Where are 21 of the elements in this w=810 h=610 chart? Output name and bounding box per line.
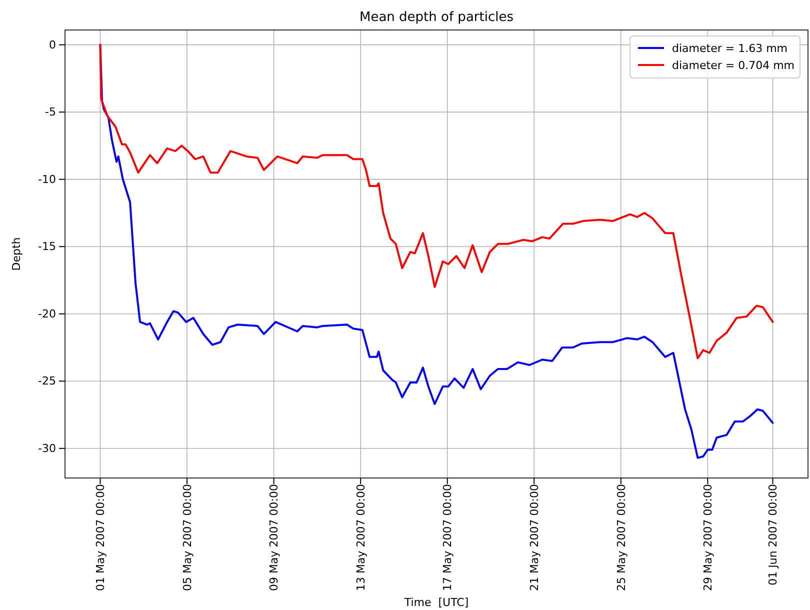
x-tick-label: 01 May 2007 00:00 — [94, 484, 108, 591]
x-tick-label: 05 May 2007 00:00 — [180, 484, 194, 591]
y-tick-label: -5 — [45, 106, 56, 119]
chart-title: Mean depth of particles — [360, 10, 514, 25]
legend-label: diameter = 1.63 mm — [672, 42, 788, 55]
y-tick-label: -15 — [38, 240, 56, 254]
x-tick-label: 13 May 2007 00:00 — [354, 484, 368, 591]
x-tick-label: 21 May 2007 00:00 — [528, 484, 541, 591]
x-tick-label: 29 May 2007 00:00 — [702, 484, 715, 591]
y-tick-label: -20 — [38, 307, 56, 320]
x-tick-label: 25 May 2007 00:00 — [614, 484, 628, 591]
x-axis-title: Time [UTC] — [403, 596, 469, 609]
legend-label: diameter = 0.704 mm — [672, 58, 794, 72]
x-tick-label: 09 May 2007 00:00 — [268, 484, 281, 591]
x-tick-label: 17 May 2007 00:00 — [441, 484, 454, 591]
y-tick-label: 0 — [49, 38, 56, 52]
y-axis-title: Depth — [10, 237, 23, 271]
x-tick-label: 01 Jun 2007 00:00 — [766, 484, 780, 586]
y-tick-label: -25 — [38, 374, 56, 388]
y-tick-label: -30 — [38, 442, 56, 455]
y-tick-label: -10 — [38, 172, 56, 186]
